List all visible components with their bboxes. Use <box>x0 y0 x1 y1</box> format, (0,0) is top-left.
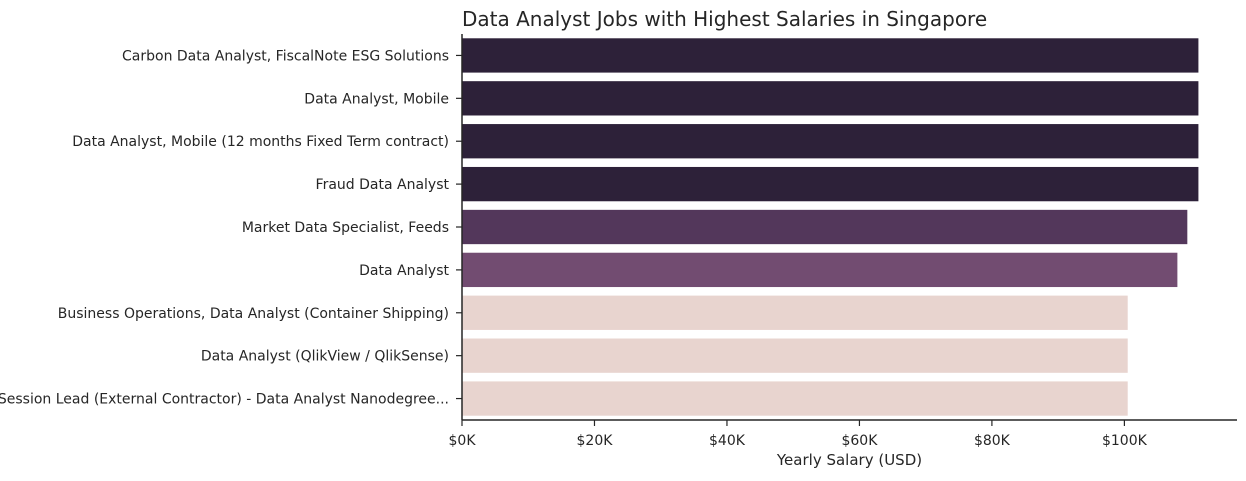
y-axis: Carbon Data Analyst, FiscalNote ESG Solu… <box>0 34 463 420</box>
bar <box>462 252 1178 288</box>
bar <box>462 124 1199 159</box>
y-tick-label: Market Data Specialist, Feeds <box>242 220 449 236</box>
x-tick-label: $40K <box>709 433 746 449</box>
y-tick-label: Fraud Data Analyst <box>316 177 450 193</box>
x-tick-label: $20K <box>577 433 614 449</box>
x-axis: $0K $20K $40K $60K $80K $100K <box>449 419 1237 449</box>
bars-layer <box>462 38 1199 416</box>
bar <box>462 166 1199 202</box>
y-tick-label: Data Analyst (QlikView / QlikSense) <box>201 349 449 365</box>
bar <box>462 338 1128 373</box>
y-tick-label: Data Analyst, Mobile (12 months Fixed Te… <box>72 134 449 150</box>
y-tick-label: Carbon Data Analyst, FiscalNote ESG Solu… <box>122 48 449 64</box>
y-tick-label: Data Analyst, Mobile <box>304 91 449 107</box>
x-tick-label: $0K <box>449 433 477 449</box>
y-tick-label: Business Operations, Data Analyst (Conta… <box>58 306 449 322</box>
x-axis-label: Yearly Salary (USD) <box>776 451 922 469</box>
bar <box>462 295 1128 330</box>
y-tick-label: Session Lead (External Contractor) - Dat… <box>0 392 449 408</box>
y-tick-label: Data Analyst <box>359 263 449 279</box>
x-tick-label: $80K <box>974 433 1011 449</box>
bar <box>462 81 1199 116</box>
chart-title: Data Analyst Jobs with Highest Salaries … <box>462 7 987 31</box>
x-tick-label: $60K <box>841 433 878 449</box>
bar <box>462 381 1128 416</box>
bar <box>462 38 1199 73</box>
bar <box>462 209 1188 245</box>
x-tick-label: $100K <box>1102 433 1148 449</box>
